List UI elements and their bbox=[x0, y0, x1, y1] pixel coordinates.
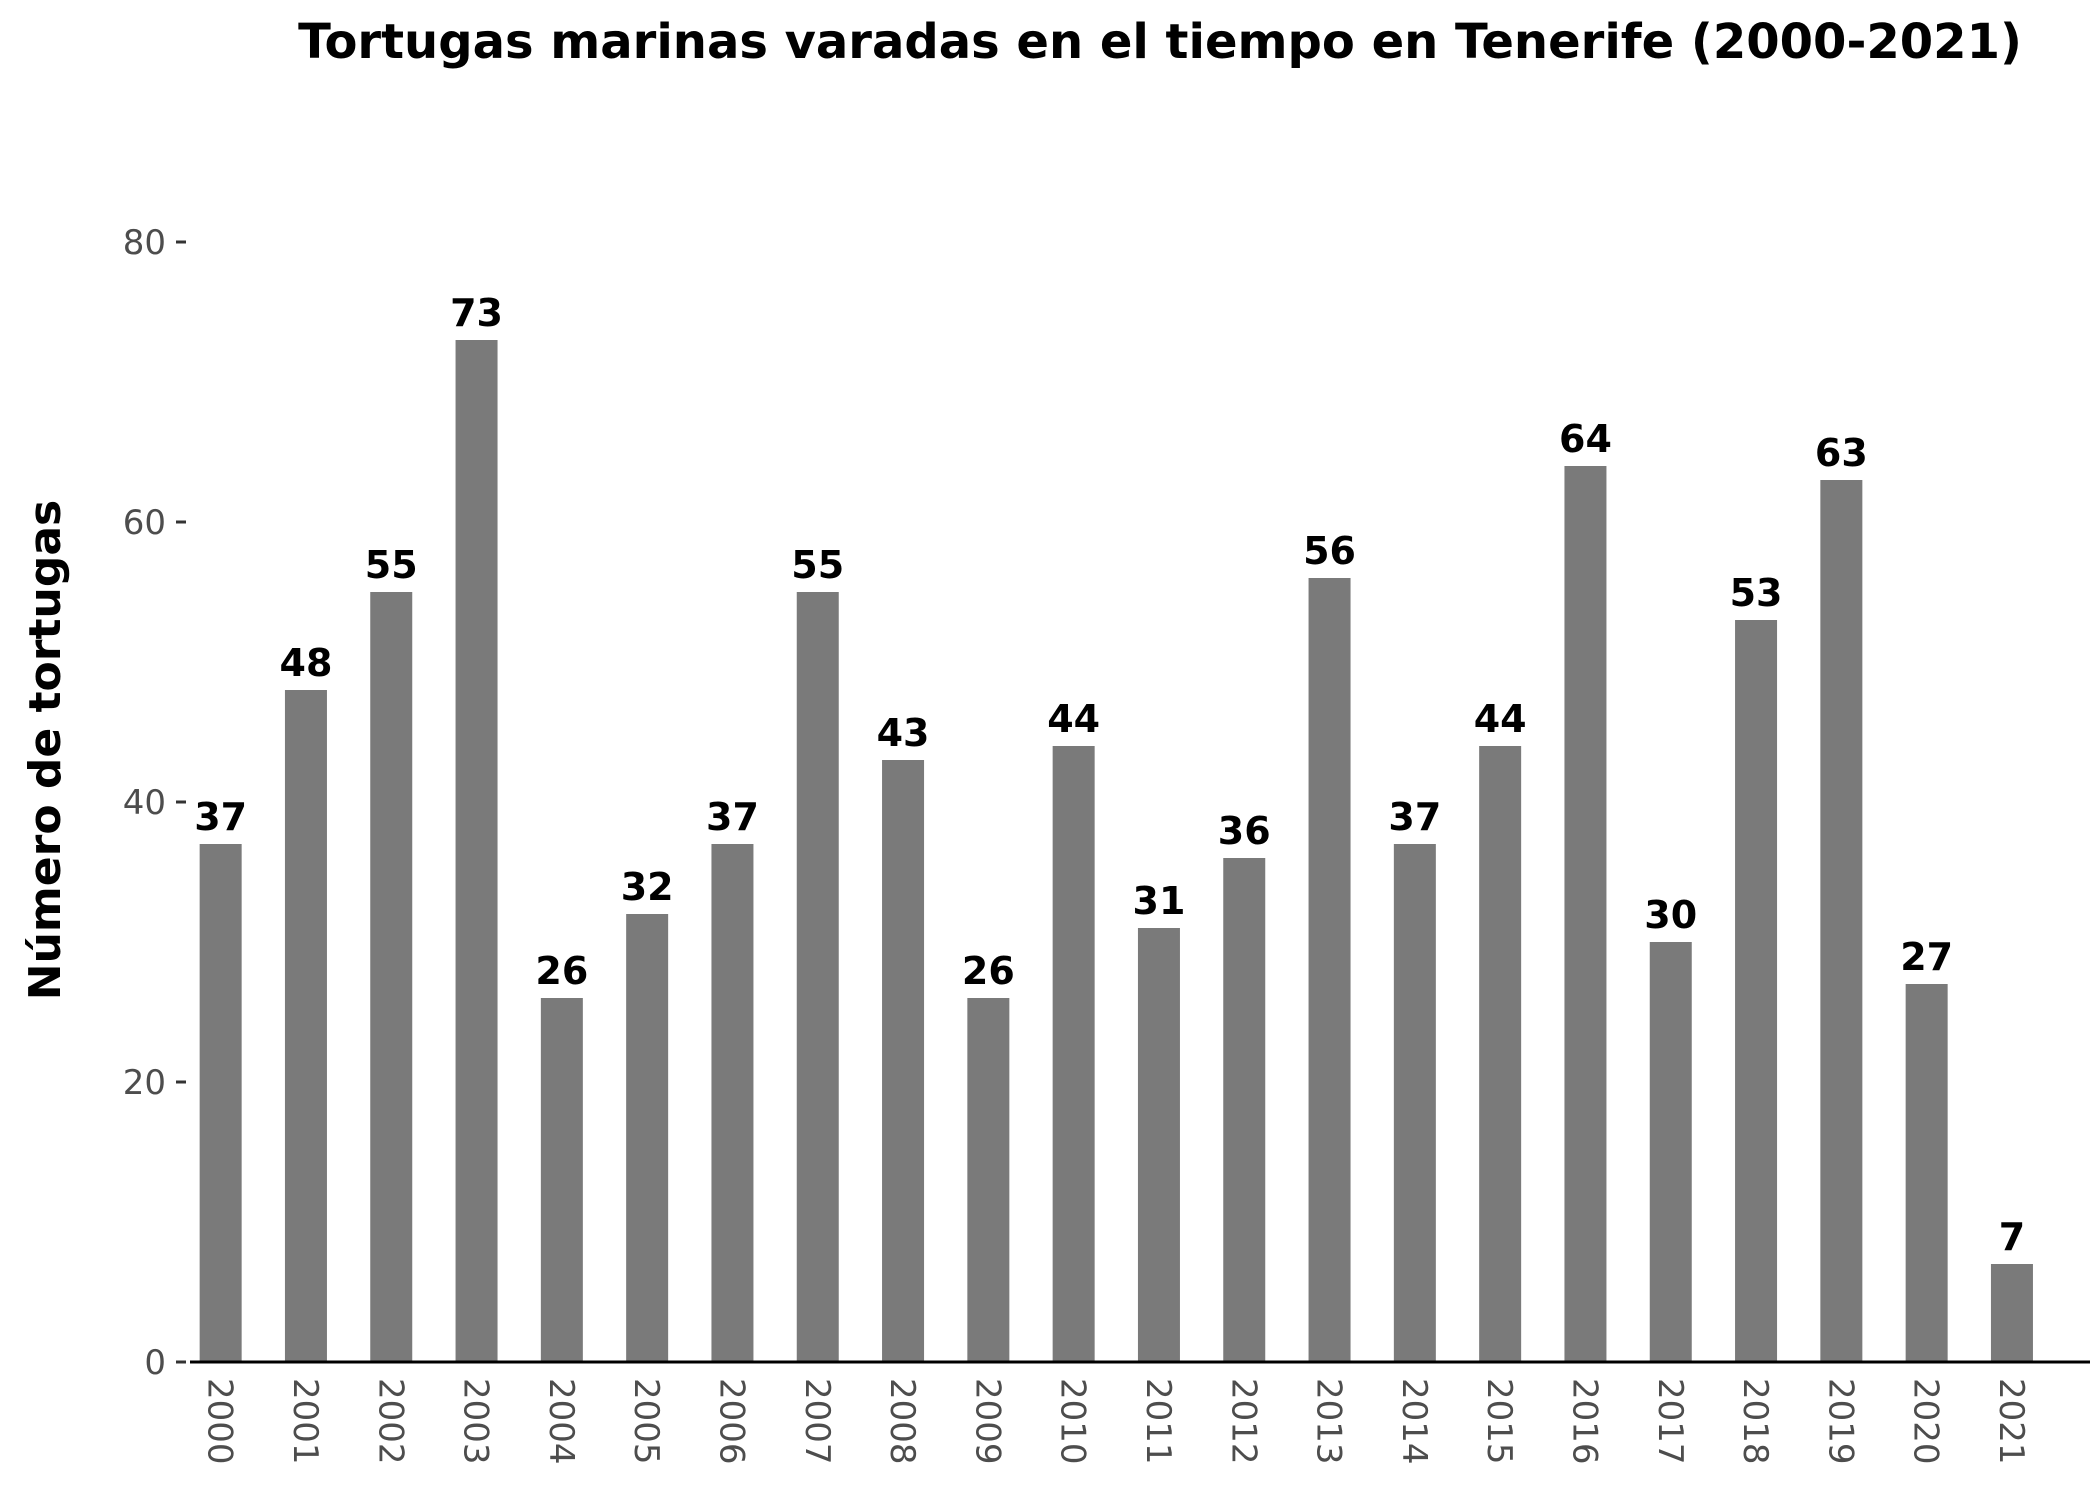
bar-2002 bbox=[370, 592, 413, 1362]
bar-2010 bbox=[1052, 746, 1095, 1362]
value-label-2001: 48 bbox=[280, 641, 333, 685]
bars bbox=[199, 340, 2033, 1362]
x-tick-label-2003: 2003 bbox=[456, 1378, 496, 1465]
bar-2009 bbox=[967, 998, 1010, 1362]
x-tick-label-2000: 2000 bbox=[200, 1378, 240, 1465]
bar-2020 bbox=[1905, 984, 1948, 1362]
y-tick-label: 80 bbox=[123, 223, 166, 263]
bar-2007 bbox=[796, 592, 839, 1362]
x-tick-label-2006: 2006 bbox=[711, 1378, 751, 1465]
chart-title: Tortugas marinas varadas en el tiempo en… bbox=[298, 14, 2022, 70]
x-tick-label-2010: 2010 bbox=[1053, 1378, 1093, 1465]
x-tick-label-2018: 2018 bbox=[1735, 1378, 1775, 1465]
value-label-2010: 44 bbox=[1047, 697, 1100, 741]
y-tick-label: 60 bbox=[123, 503, 166, 543]
bar-2019 bbox=[1820, 480, 1863, 1362]
bar-2017 bbox=[1649, 942, 1692, 1362]
value-label-2018: 53 bbox=[1730, 571, 1783, 615]
value-label-2014: 37 bbox=[1388, 795, 1441, 839]
x-tick-label-2014: 2014 bbox=[1394, 1378, 1434, 1465]
bar-2004 bbox=[540, 998, 583, 1362]
bar-2001 bbox=[284, 690, 327, 1362]
bar-2006 bbox=[711, 844, 754, 1362]
value-label-2021: 7 bbox=[1999, 1215, 2025, 1259]
value-labels: 37 48 55 73 26 32 37 55 43 26 44 31 36 56 37 44 64 30 53 63… bbox=[194, 291, 2025, 1259]
x-tick-label-2008: 2008 bbox=[882, 1378, 922, 1465]
bar-2003 bbox=[455, 340, 498, 1362]
value-label-2011: 31 bbox=[1133, 879, 1186, 923]
y-tick-label: 40 bbox=[123, 783, 166, 823]
x-tick-label-2016: 2016 bbox=[1564, 1378, 1604, 1465]
bar-2013 bbox=[1308, 578, 1351, 1362]
x-axis: 2000 2001 2002 2003 2004 2005 2006 2007 2008 2009… bbox=[190, 1360, 2090, 1465]
value-label-2012: 36 bbox=[1218, 809, 1271, 853]
bar-2018 bbox=[1735, 620, 1778, 1362]
value-label-2006: 37 bbox=[706, 795, 759, 839]
value-label-2009: 26 bbox=[962, 949, 1015, 993]
bar-2014 bbox=[1393, 844, 1436, 1362]
x-tick-label-2007: 2007 bbox=[797, 1378, 837, 1465]
y-axis-title: Número de tortugas bbox=[20, 500, 71, 1000]
y-tick-label: 20 bbox=[123, 1063, 166, 1103]
x-tick-label-2019: 2019 bbox=[1820, 1378, 1860, 1465]
value-label-2015: 44 bbox=[1474, 697, 1527, 741]
bar-2016 bbox=[1564, 466, 1607, 1362]
x-tick-label-2017: 2017 bbox=[1650, 1378, 1690, 1465]
value-label-2002: 55 bbox=[365, 543, 418, 587]
value-label-2017: 30 bbox=[1644, 893, 1697, 937]
x-tick-label-2002: 2002 bbox=[370, 1378, 410, 1465]
value-label-2005: 32 bbox=[621, 865, 674, 909]
x-tick-label-2020: 2020 bbox=[1906, 1378, 1946, 1465]
value-label-2000: 37 bbox=[194, 795, 247, 839]
x-tick-label-2013: 2013 bbox=[1309, 1378, 1349, 1465]
value-label-2008: 43 bbox=[877, 711, 930, 755]
value-label-2013: 56 bbox=[1303, 529, 1356, 573]
x-tick-label-2009: 2009 bbox=[967, 1378, 1007, 1465]
value-label-2007: 55 bbox=[791, 543, 844, 587]
bar-2011 bbox=[1137, 928, 1180, 1362]
bar-2008 bbox=[882, 760, 925, 1362]
value-label-2004: 26 bbox=[535, 949, 588, 993]
bar-2005 bbox=[626, 914, 669, 1362]
bar-2012 bbox=[1223, 858, 1266, 1362]
x-tick-label-2015: 2015 bbox=[1479, 1378, 1519, 1465]
value-label-2003: 73 bbox=[450, 291, 503, 335]
x-tick-label-2001: 2001 bbox=[285, 1378, 325, 1465]
bar-2015 bbox=[1479, 746, 1522, 1362]
bar-2021 bbox=[1990, 1264, 2033, 1362]
y-axis: 0 20 40 60 80 bbox=[123, 223, 186, 1383]
x-tick-label-2011: 2011 bbox=[1138, 1378, 1178, 1465]
bar-2000 bbox=[199, 844, 242, 1362]
x-tick-label-2012: 2012 bbox=[1223, 1378, 1263, 1465]
y-tick-label: 0 bbox=[144, 1343, 166, 1383]
x-tick-label-2021: 2021 bbox=[1991, 1378, 2031, 1465]
x-tick-label-2005: 2005 bbox=[626, 1378, 666, 1465]
value-label-2020: 27 bbox=[1900, 935, 1953, 979]
x-tick-label-2004: 2004 bbox=[541, 1378, 581, 1465]
value-label-2019: 63 bbox=[1815, 431, 1868, 475]
value-label-2016: 64 bbox=[1559, 417, 1612, 461]
